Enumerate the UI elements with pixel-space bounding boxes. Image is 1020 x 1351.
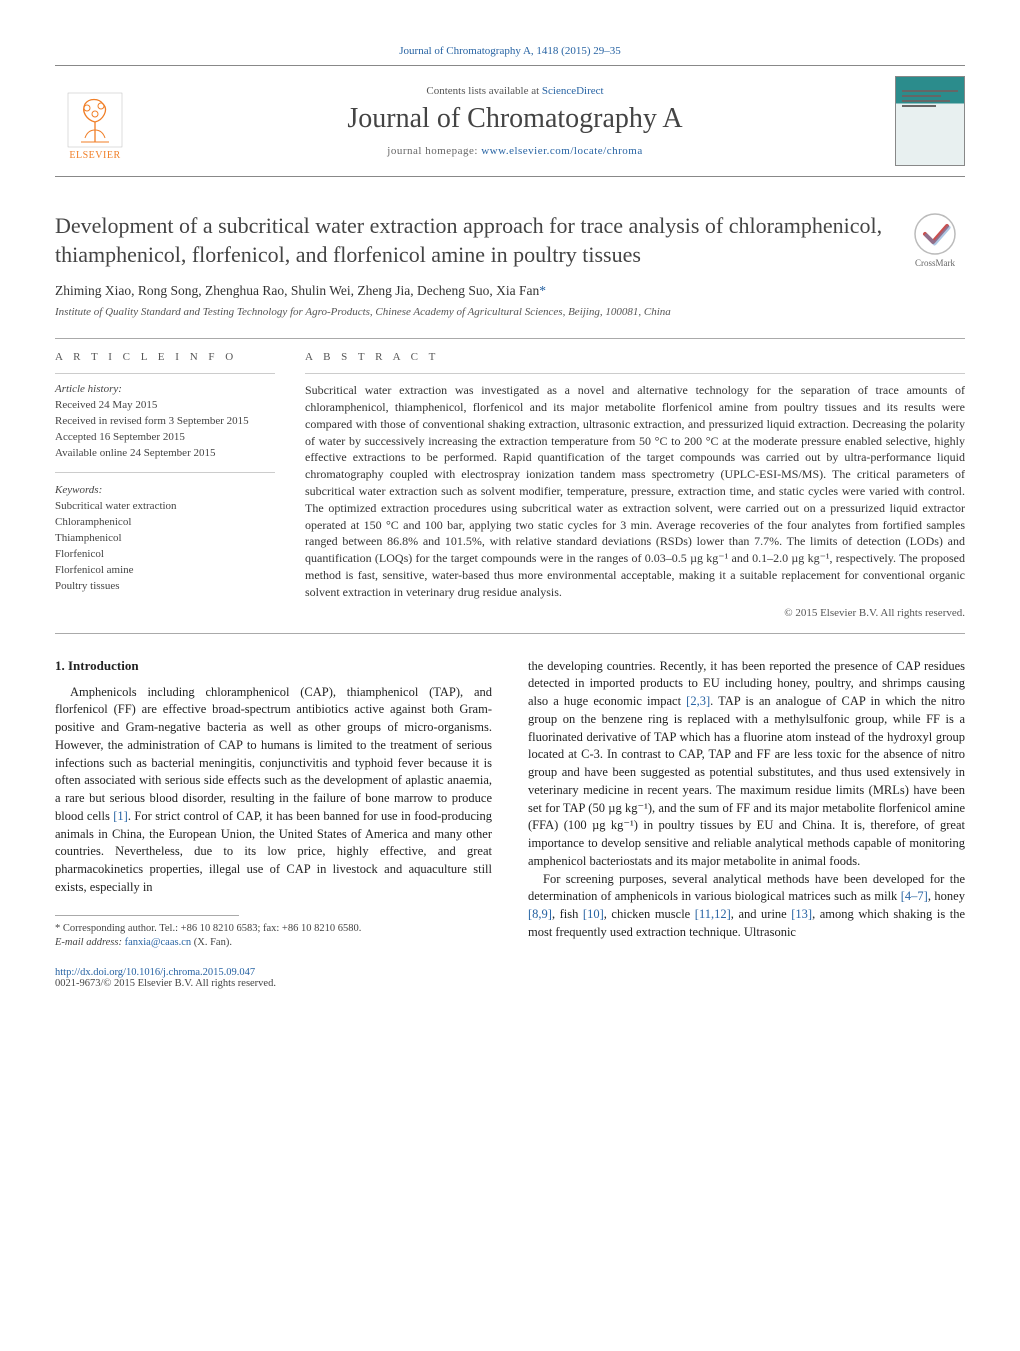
publisher-logo: ELSEVIER [55,81,135,161]
keyword: Poultry tissues [55,579,275,595]
sciencedirect-link[interactable]: ScienceDirect [542,85,604,97]
keyword: Thiamphenicol [55,531,275,547]
citation-link[interactable]: [13] [791,907,812,921]
history-label: Article history: [55,382,275,398]
rule [305,373,965,374]
abstract-heading: A B S T R A C T [305,351,965,363]
abstract-text: Subcritical water extraction was investi… [305,382,965,600]
body-text: , chicken muscle [604,907,695,921]
keyword: Subcritical water extraction [55,499,275,515]
publisher-name: ELSEVIER [69,150,120,161]
crossmark-icon [913,212,957,256]
rule [55,373,275,374]
article-info-heading: A R T I C L E I N F O [55,351,275,363]
contents-line-pre: Contents lists available at [426,85,541,97]
history-item: Received 24 May 2015 [55,398,275,414]
citation-link[interactable]: [8,9] [528,907,552,921]
affiliation: Institute of Quality Standard and Testin… [55,306,965,318]
issn-copyright: 0021-9673/© 2015 Elsevier B.V. All right… [55,978,492,989]
elsevier-tree-icon [67,92,123,148]
body-text: . TAP is an analogue of CAP in which the… [528,694,965,868]
rule [55,338,965,339]
contents-line: Contents lists available at ScienceDirec… [135,85,895,97]
body-text: , and urine [731,907,791,921]
journal-home-link[interactable]: www.elsevier.com/locate/chroma [481,145,643,157]
rule [55,633,965,634]
citation-link[interactable]: [11,12] [695,907,731,921]
journal-name: Journal of Chromatography A [135,103,895,135]
body-paragraph: For screening purposes, several analytic… [528,871,965,942]
journal-home-pre: journal homepage: [387,145,481,157]
crossmark-label: CrossMark [915,258,955,268]
doi-link[interactable]: http://dx.doi.org/10.1016/j.chroma.2015.… [55,967,255,978]
body-paragraph: the developing countries. Recently, it h… [528,658,965,871]
doi-block: http://dx.doi.org/10.1016/j.chroma.2015.… [55,967,492,989]
rule [55,472,275,473]
footnote-line: * Corresponding author. Tel.: +86 10 821… [55,922,492,937]
section-heading: 1. Introduction [55,658,492,674]
body-text: , fish [552,907,583,921]
journal-header: ELSEVIER Contents lists available at Sci… [55,65,965,177]
issue-link[interactable]: Journal of Chromatography A, 1418 (2015)… [399,45,621,57]
citation-link[interactable]: [4–7] [901,889,928,903]
body-text: For screening purposes, several analytic… [528,872,965,904]
body-paragraph: Amphenicols including chloramphenicol (C… [55,684,492,897]
footnote-email-label: E-mail address: [55,937,125,948]
history-item: Available online 24 September 2015 [55,446,275,462]
journal-homepage: journal homepage: www.elsevier.com/locat… [135,145,895,157]
body-columns: 1. Introduction Amphenicols including ch… [55,658,965,989]
crossmark-badge[interactable]: CrossMark [905,212,965,268]
citation-link[interactable]: [2,3] [686,694,710,708]
footnote-rule [55,915,239,916]
citation-link[interactable]: [1] [113,809,128,823]
keyword: Chloramphenicol [55,515,275,531]
corresponding-mark: * [539,283,546,298]
journal-cover-thumbnail [895,76,965,166]
keywords-label: Keywords: [55,483,275,499]
body-text: , honey [928,889,965,903]
email-link[interactable]: fanxia@caas.cn [125,937,192,948]
authors-text: Zhiming Xiao, Rong Song, Zhenghua Rao, S… [55,283,539,298]
history-item: Accepted 16 September 2015 [55,430,275,446]
body-text: Amphenicols including chloramphenicol (C… [55,685,492,823]
footnote-line-post: (X. Fan). [191,937,232,948]
keyword: Florfenicol amine [55,563,275,579]
author-list: Zhiming Xiao, Rong Song, Zhenghua Rao, S… [55,283,965,299]
citation-link[interactable]: [10] [583,907,604,921]
abstract-copyright: © 2015 Elsevier B.V. All rights reserved… [305,607,965,619]
corresponding-footnote: * Corresponding author. Tel.: +86 10 821… [55,922,492,951]
issue-ref: Journal of Chromatography A, 1418 (2015)… [55,45,965,57]
article-title: Development of a subcritical water extra… [55,212,885,269]
history-item: Received in revised form 3 September 201… [55,414,275,430]
keyword: Florfenicol [55,547,275,563]
